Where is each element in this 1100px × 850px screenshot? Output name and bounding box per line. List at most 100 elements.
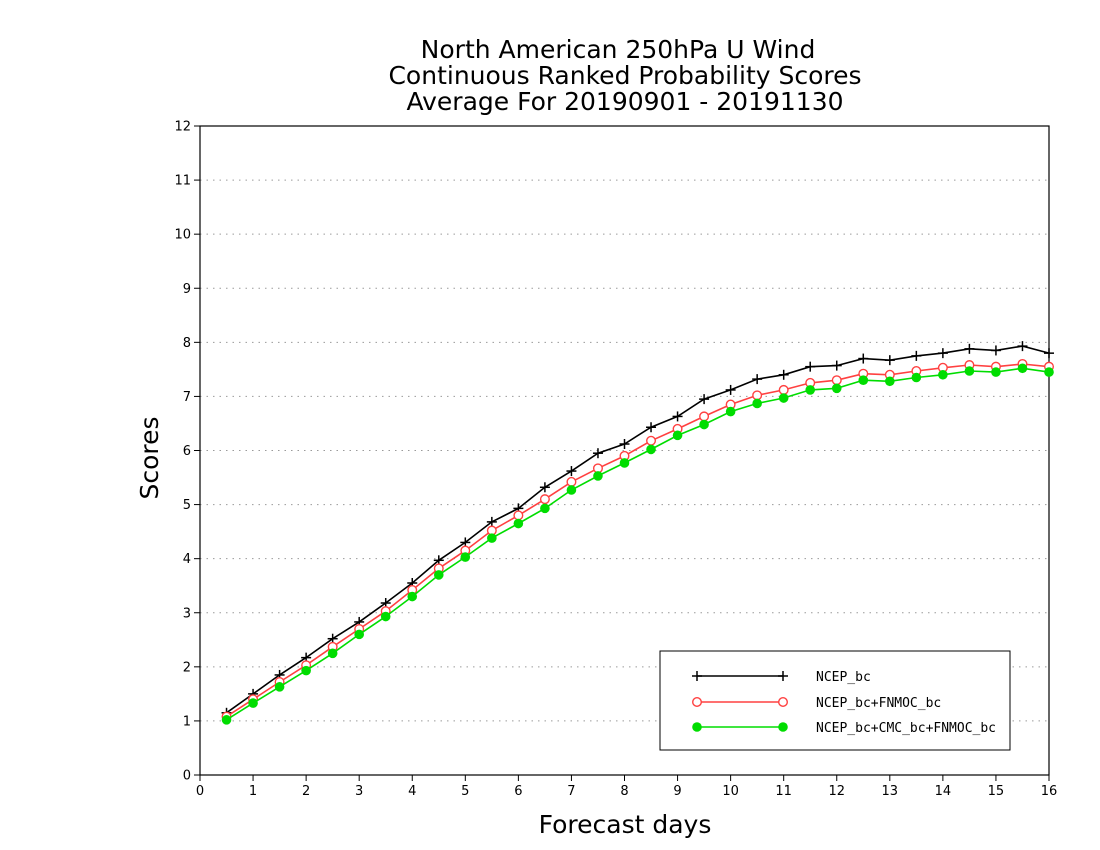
series-point xyxy=(407,591,418,602)
y-tick-label: 9 xyxy=(183,282,191,297)
legend-marker xyxy=(692,671,702,681)
series-0 xyxy=(221,341,1054,718)
x-tick-label: 0 xyxy=(196,784,204,799)
chart-title-line-2: Continuous Ranked Probability Scores xyxy=(388,61,861,90)
series-point xyxy=(354,629,364,640)
grid-lines xyxy=(200,125,1049,722)
series-point xyxy=(699,411,710,422)
series-point xyxy=(752,398,762,409)
x-tick-label: 4 xyxy=(408,784,416,799)
y-tick-label: 12 xyxy=(174,120,191,135)
series-layer xyxy=(221,341,1054,725)
series-point xyxy=(672,411,683,422)
y-tick-label: 8 xyxy=(183,336,191,351)
series-point xyxy=(646,444,656,455)
series-point xyxy=(327,648,338,659)
series-point xyxy=(672,430,683,441)
x-tick-label: 5 xyxy=(461,784,469,799)
series-point xyxy=(884,355,895,366)
series-point xyxy=(566,466,577,477)
legend-item: NCEP_bc xyxy=(692,670,871,685)
series-point xyxy=(805,361,816,372)
series-point xyxy=(566,485,577,495)
legend-marker xyxy=(692,697,703,708)
x-tick-label: 15 xyxy=(988,784,1005,799)
legend-label: NCEP_bc+FNMOC_bc xyxy=(816,696,941,711)
series-1 xyxy=(221,358,1054,722)
series-point xyxy=(486,516,497,527)
y-tick-label: 10 xyxy=(174,228,191,243)
series-point xyxy=(513,518,524,529)
y-tick-label: 11 xyxy=(174,174,191,189)
series-point xyxy=(1017,363,1028,374)
chart-title-line-1: North American 250hPa U Wind xyxy=(421,35,816,64)
series-2 xyxy=(221,363,1054,725)
x-tick-label: 1 xyxy=(249,784,257,799)
x-tick-label: 6 xyxy=(514,784,522,799)
series-point xyxy=(831,360,842,371)
series-point xyxy=(593,471,603,481)
x-axis: 0 1 2 3 4 5 6 7 8 9 10 11 12 13 14 15 16 xyxy=(196,775,1057,799)
x-axis-title: Forecast days xyxy=(539,810,712,839)
series-point xyxy=(778,393,789,403)
legend-marker xyxy=(692,722,702,732)
legend: NCEP_bc NCEP_bc+FNMOC_bc NCEP_bc+CMC_bc+FN… xyxy=(659,650,1011,751)
series-point xyxy=(380,611,391,622)
series-point xyxy=(619,439,630,450)
x-tick-label: 10 xyxy=(722,784,739,799)
series-point xyxy=(990,345,1001,356)
x-tick-label: 3 xyxy=(355,784,363,799)
series-point xyxy=(487,533,497,543)
series-point xyxy=(619,458,630,468)
series-point xyxy=(991,367,1001,377)
legend-marker xyxy=(778,697,789,708)
y-tick-label: 6 xyxy=(183,444,191,459)
series-point xyxy=(911,372,922,383)
series-point xyxy=(646,422,657,433)
x-tick-label: 16 xyxy=(1041,784,1058,799)
y-tick-label: 2 xyxy=(183,660,191,675)
chart-title: North American 250hPa U Wind Continuous … xyxy=(388,35,861,116)
series-point xyxy=(831,383,842,394)
x-tick-label: 14 xyxy=(935,784,952,799)
series-point xyxy=(725,406,736,417)
series-point xyxy=(566,476,577,487)
x-tick-label: 13 xyxy=(882,784,899,799)
series-point xyxy=(539,482,550,493)
series-point xyxy=(699,394,710,405)
series-point xyxy=(858,353,869,364)
y-tick-label: 7 xyxy=(183,390,191,405)
series-point xyxy=(938,369,948,380)
series-point xyxy=(513,510,524,521)
y-tick-label: 4 xyxy=(183,552,191,567)
series-point xyxy=(778,384,789,395)
series-point xyxy=(752,390,763,401)
series-point xyxy=(937,348,948,359)
y-tick-label: 1 xyxy=(183,714,191,729)
series-point xyxy=(1044,348,1054,359)
series-point xyxy=(964,343,975,354)
x-tick-label: 2 xyxy=(302,784,310,799)
series-point xyxy=(725,384,736,395)
series-point xyxy=(433,570,444,580)
y-tick-label: 0 xyxy=(183,769,191,784)
legend-box xyxy=(659,650,1011,751)
series-line xyxy=(226,345,1050,714)
series-point xyxy=(964,366,975,376)
series-point xyxy=(885,376,895,387)
series-point xyxy=(221,715,232,725)
legend-item: NCEP_bc+CMC_bc+FNMOC_bc xyxy=(692,721,996,736)
legend-item: NCEP_bc+FNMOC_bc xyxy=(692,696,941,711)
series-point xyxy=(831,375,842,386)
series-point xyxy=(858,375,869,385)
series-point xyxy=(752,374,763,385)
x-tick-label: 12 xyxy=(828,784,845,799)
x-tick-label: 11 xyxy=(775,784,792,799)
legend-marker xyxy=(778,671,788,681)
series-point xyxy=(460,552,471,562)
series-point xyxy=(248,698,258,708)
series-point xyxy=(699,419,709,430)
series-point xyxy=(540,503,550,514)
